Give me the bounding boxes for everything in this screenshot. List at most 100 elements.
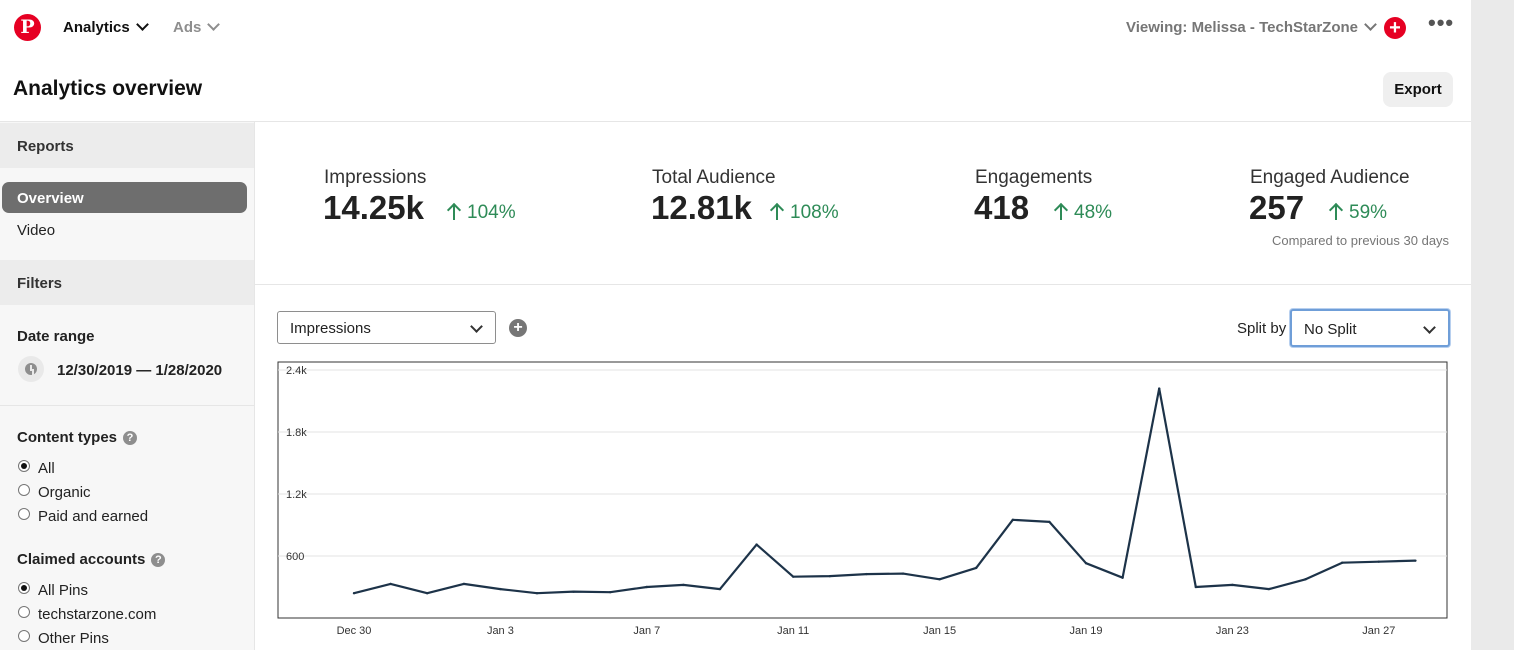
arrow-up-icon xyxy=(447,202,461,220)
data-point xyxy=(975,566,978,570)
help-icon[interactable]: ? xyxy=(151,553,166,567)
data-point xyxy=(535,592,539,595)
claimed-domain-radio[interactable] xyxy=(18,606,30,618)
sidebar-divider xyxy=(0,405,254,406)
data-point xyxy=(1341,561,1344,564)
claimed-all-pins-radio[interactable] xyxy=(18,582,30,594)
data-point xyxy=(1267,587,1271,591)
x-tick-label: Jan 15 xyxy=(923,625,956,637)
data-point xyxy=(1048,520,1051,524)
reports-heading-label: Reports xyxy=(17,138,74,155)
add-metric-icon[interactable]: + xyxy=(509,319,527,337)
x-tick-label: Jan 19 xyxy=(1069,625,1102,637)
claimed-domain-label: techstarzone.com xyxy=(38,606,157,623)
metric-value: 257 xyxy=(1249,189,1305,226)
analytics-menu-label: Analytics xyxy=(63,19,130,36)
metric-change-value: 104% xyxy=(467,202,516,223)
data-point xyxy=(389,582,392,586)
metric-value: 12.81k xyxy=(651,189,752,226)
help-icon[interactable]: ? xyxy=(123,431,138,445)
arrow-up-icon xyxy=(1054,202,1068,220)
metric-value: 418 xyxy=(974,189,1030,226)
metric-change: 59% xyxy=(1329,200,1387,224)
metric-value: 14.25k xyxy=(323,189,424,226)
more-options-icon[interactable]: ••• xyxy=(1428,10,1455,35)
comparison-note: Compared to previous 30 days xyxy=(1272,233,1450,248)
metrics-divider xyxy=(255,284,1471,285)
ads-menu[interactable]: Ads xyxy=(173,18,221,36)
data-point xyxy=(1414,559,1417,562)
metric-label: Engagements xyxy=(975,167,1093,188)
metric-change-value: 59% xyxy=(1349,202,1388,223)
data-point xyxy=(609,590,612,594)
sidebar-item-video[interactable]: Video xyxy=(17,222,56,239)
arrow-up-icon xyxy=(1329,202,1343,220)
data-point xyxy=(901,572,905,575)
metric-label: Total Audience xyxy=(652,167,776,188)
content-type-all-radio[interactable] xyxy=(18,460,30,472)
metric-select[interactable]: Impressions xyxy=(277,311,496,344)
data-point xyxy=(1121,576,1124,579)
metric-label: Engaged Audience xyxy=(1250,167,1410,188)
data-point xyxy=(682,583,685,587)
y-tick-label: 1.2k xyxy=(286,489,307,501)
sidebar-item-overview[interactable]: Overview xyxy=(2,182,247,213)
claimed-accounts-text: Claimed accounts xyxy=(17,551,146,568)
data-point xyxy=(426,592,429,595)
background-page-strip xyxy=(1471,0,1514,650)
data-point xyxy=(499,587,502,591)
chart-frame xyxy=(277,361,1448,619)
claimed-other-radio[interactable] xyxy=(18,630,30,642)
x-tick-label: Jan 7 xyxy=(633,625,660,637)
export-button[interactable]: Export xyxy=(1383,72,1453,107)
pinterest-logo-icon[interactable]: P xyxy=(14,14,41,41)
x-tick-label: Dec 30 xyxy=(337,625,372,637)
clock-icon xyxy=(18,356,44,382)
data-point xyxy=(755,543,758,546)
analytics-menu[interactable]: Analytics xyxy=(63,18,149,36)
split-by-label: Split by xyxy=(1237,320,1287,337)
metric-change: 48% xyxy=(1054,200,1112,224)
x-tick-label: Jan 3 xyxy=(487,625,514,637)
metric-change: 104% xyxy=(447,200,516,224)
y-tick-label: 600 xyxy=(286,551,304,563)
data-point xyxy=(938,578,941,581)
y-tick-label: 2.4k xyxy=(286,365,307,377)
data-point xyxy=(828,574,831,578)
metric-change-value: 108% xyxy=(790,202,839,223)
date-range-label: Date range xyxy=(17,328,95,345)
data-point xyxy=(1011,518,1014,522)
claimed-all-pins-label: All Pins xyxy=(38,582,89,599)
data-point xyxy=(1377,560,1381,563)
series-line xyxy=(353,387,1416,595)
arrow-up-icon xyxy=(770,202,784,220)
sidebar-item-label: Overview xyxy=(17,190,84,207)
metric-change-value: 48% xyxy=(1074,202,1113,223)
metric-label: Impressions xyxy=(324,167,427,188)
split-select[interactable]: No Split xyxy=(1290,309,1450,347)
claimed-other-label: Other Pins xyxy=(38,630,109,647)
create-plus-icon[interactable]: + xyxy=(1384,17,1406,39)
x-tick-label: Jan 23 xyxy=(1216,625,1249,637)
x-tick-label: Jan 27 xyxy=(1362,625,1395,637)
content-types-text: Content types xyxy=(17,429,118,446)
data-point xyxy=(572,590,575,593)
y-tick-label: 1.8k xyxy=(286,427,307,439)
data-point xyxy=(1194,585,1198,589)
data-point xyxy=(1304,578,1307,581)
x-tick-label: Jan 11 xyxy=(777,625,809,637)
data-point xyxy=(645,585,648,589)
data-point xyxy=(352,592,356,595)
data-point xyxy=(792,575,795,578)
content-type-organic-radio[interactable] xyxy=(18,484,30,496)
impressions-chart: 600 1.2k 1.8k 2.4k Dec 30 Jan 3 Jan 7 Jan 11 Jan… xyxy=(277,361,1448,637)
content-type-paid-label: Paid and earned xyxy=(38,508,149,525)
account-switcher[interactable]: Viewing: Melissa - TechStarZone xyxy=(1126,18,1377,36)
content-type-all-label: All xyxy=(38,460,55,477)
data-point xyxy=(1084,562,1088,565)
filters-heading-label: Filters xyxy=(17,275,63,292)
header-divider xyxy=(0,121,1471,122)
content-type-paid-radio[interactable] xyxy=(18,508,30,520)
date-range-value[interactable]: 12/30/2019 — 1/28/2020 xyxy=(57,362,223,379)
split-select-value: No Split xyxy=(1304,321,1357,338)
